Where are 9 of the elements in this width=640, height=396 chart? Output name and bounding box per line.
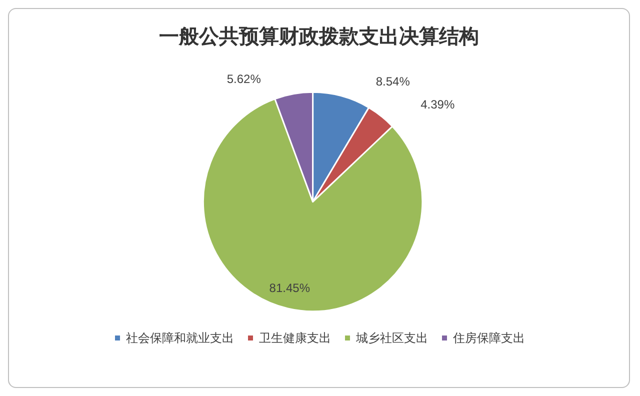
data-label: 4.39% (420, 97, 455, 112)
legend-label: 城乡社区支出 (355, 331, 428, 345)
data-label: 5.62% (226, 72, 262, 86)
chart-title: 一般公共预算财政拨款支出决算结构 (159, 24, 479, 48)
legend-label: 社会保障和就业支出 (126, 331, 234, 345)
legend-label: 住房保障支出 (452, 331, 525, 345)
data-label: 81.45% (269, 281, 310, 296)
legend-label: 卫生健康支出 (259, 331, 331, 345)
data-label: 8.54% (376, 74, 410, 89)
